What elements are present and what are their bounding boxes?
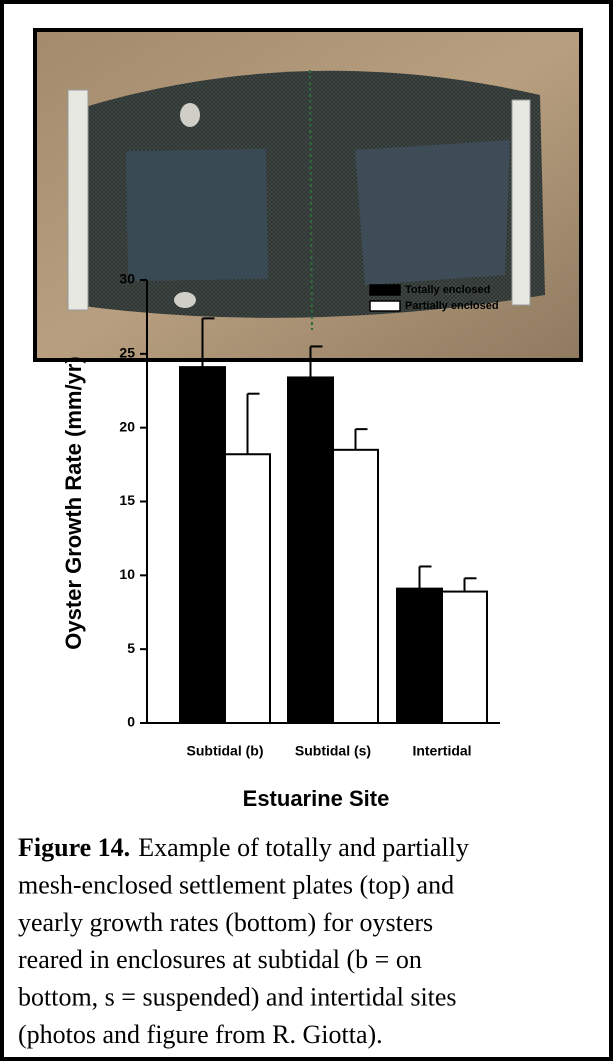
caption: Figure 14. Example of totally and partial… (18, 833, 469, 862)
bar (397, 589, 442, 723)
y-tick-label: 0 (127, 714, 135, 730)
legend-label: Partially enclosed (405, 300, 499, 312)
bar (442, 592, 487, 723)
caption-label: Figure 14. (18, 833, 130, 862)
bar (333, 450, 378, 723)
y-axis-label: Oyster Growth Rate (mm/yr) (61, 356, 86, 649)
y-tick-label: 30 (119, 271, 135, 287)
figure: Oyster Growth Rate (mm/yr) Estuarine Sit… (0, 0, 613, 1061)
legend-swatch (370, 301, 400, 311)
y-tick-label: 10 (119, 566, 135, 582)
bar (288, 377, 333, 723)
caption-line: Example of totally and partially (138, 833, 469, 862)
bar (225, 454, 270, 723)
y-tick-label: 25 (119, 345, 135, 361)
y-tick-label: 15 (119, 492, 135, 508)
legend-swatch (370, 285, 400, 295)
x-tick-label: Intertidal (412, 743, 471, 759)
x-axis-label: Estuarine Site (243, 786, 390, 811)
bar (180, 367, 225, 723)
x-tick-label: Subtidal (s) (295, 743, 371, 759)
legend-label: Totally enclosed (405, 284, 490, 296)
page: Oyster Growth Rate (mm/yr) Estuarine Sit… (0, 0, 613, 1061)
y-tick-label: 5 (127, 640, 135, 656)
y-tick-label: 20 (119, 418, 135, 434)
x-tick-label: Subtidal (b) (187, 743, 264, 759)
caption-line: mesh-enclosed settlement plates (top) an… (18, 870, 454, 899)
caption-line: reared in enclosures at subtidal (b = on (18, 945, 422, 974)
caption-line: yearly growth rates (bottom) for oysters (18, 908, 433, 937)
photo (35, 30, 581, 360)
caption-line: bottom, s = suspended) and intertidal si… (18, 983, 457, 1012)
caption-line: (photos and figure from R. Giotta). (18, 1020, 383, 1049)
